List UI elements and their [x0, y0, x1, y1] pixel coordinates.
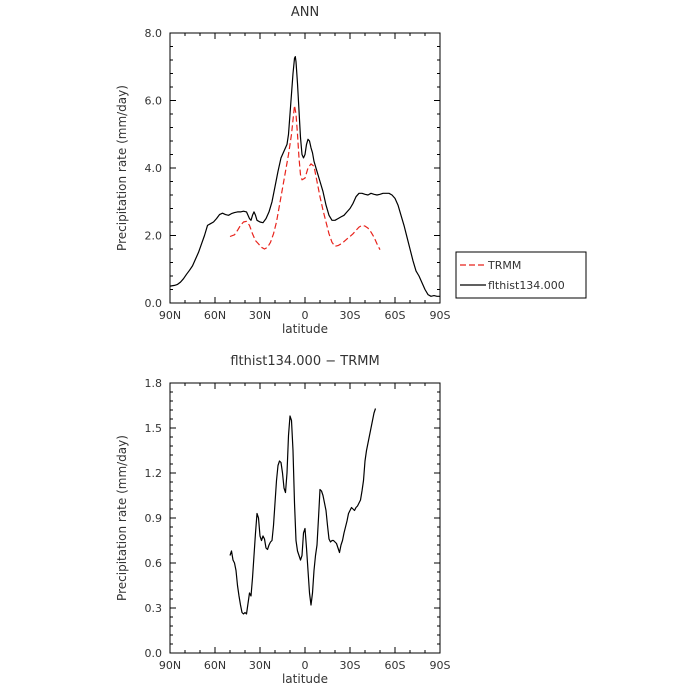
chart-title: ANN [291, 5, 319, 20]
y-tick-label: 0.9 [145, 512, 163, 525]
x-tick-label: 90N [159, 309, 181, 322]
y-axis-title: Precipitation rate (mm/day) [115, 85, 129, 251]
x-tick-label: 90N [159, 659, 181, 672]
y-tick-label: 4.0 [145, 162, 163, 175]
y-tick-label: 1.8 [145, 377, 163, 390]
x-tick-label: 0 [302, 659, 309, 672]
bottom-chart-panel: 90N 60N 30N 0 30S 60S 90S 0.0 0.3 0.6 0.9 1.2 1.5 1.8… [115, 354, 451, 686]
y-tick-label: 0.0 [145, 647, 163, 660]
x-tick-label: 0 [302, 309, 309, 322]
y-tick-label: 0.0 [145, 297, 163, 310]
chart-title: flthist134.000 − TRMM [230, 354, 379, 369]
x-tick-label: 60N [204, 309, 226, 322]
series-line-flthist134-000 [169, 56, 440, 297]
x-tick-label: 30S [340, 309, 361, 322]
x-tick-label: 60S [385, 659, 406, 672]
y-tick-label: 6.0 [145, 95, 163, 108]
series-line-difference [229, 408, 377, 615]
x-tick-label: 90S [430, 309, 451, 322]
legend-box [455, 251, 587, 299]
x-tick-label: 60S [385, 309, 406, 322]
y-tick-label: 1.5 [145, 422, 163, 435]
x-tick-label: 30N [249, 309, 271, 322]
series-line-trmm [229, 105, 381, 250]
x-axis-title: latitude [282, 672, 328, 686]
plot-frame [169, 32, 441, 304]
x-tick-label: 60N [204, 659, 226, 672]
y-tick-label: 2.0 [145, 230, 163, 243]
y-axis-title: Precipitation rate (mm/day) [115, 435, 129, 601]
legend: TRMM flthist134.000 [455, 251, 587, 299]
y-tick-label: 0.6 [145, 557, 163, 570]
legend-entry: TRMM [487, 259, 521, 272]
x-axis-title: latitude [282, 322, 328, 336]
x-tick-label: 90S [430, 659, 451, 672]
y-tick-label: 0.3 [145, 602, 163, 615]
plot-frame [169, 382, 441, 654]
x-tick-label: 30N [249, 659, 271, 672]
top-chart-panel: 90N 60N 30N 0 30S 60S 90S 0.0 2.0 4.0 6.0 8.0 ANN lat… [115, 5, 587, 336]
y-tick-label: 1.2 [145, 467, 163, 480]
legend-entry: flthist134.000 [488, 279, 565, 292]
y-tick-label: 8.0 [145, 27, 163, 40]
x-tick-label: 30S [340, 659, 361, 672]
